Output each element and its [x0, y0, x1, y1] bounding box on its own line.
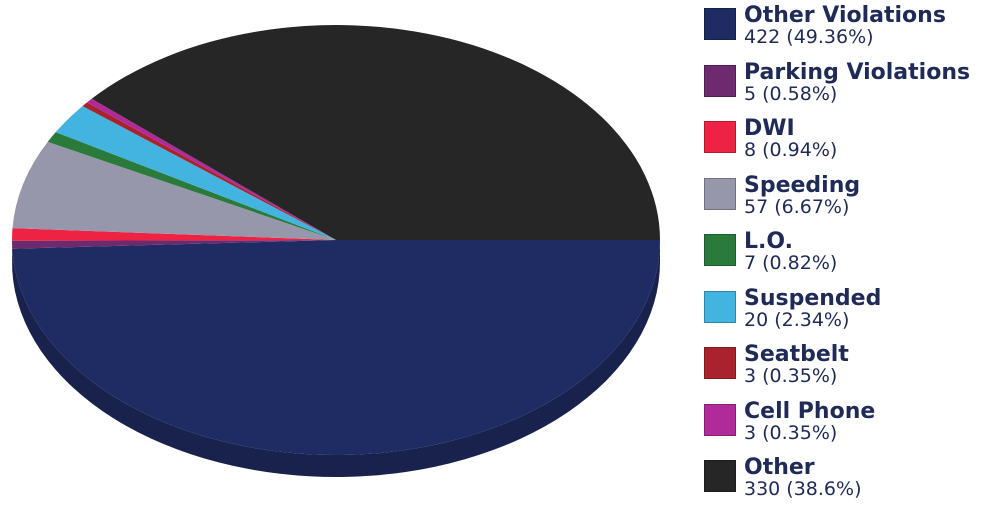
- legend-value: 330 (38.6%): [744, 478, 862, 500]
- legend-swatch: [704, 290, 736, 323]
- legend-label: Suspended: [744, 285, 882, 311]
- pie-slice-cell-phone[interactable]: [87, 98, 336, 241]
- legend-item-suspended[interactable]: Suspended 20 (2.34%): [704, 285, 994, 344]
- legend-value: 57 (6.67%): [744, 195, 850, 218]
- legend-item-parking-violations[interactable]: Parking Violations 5 (0.58%): [704, 59, 994, 118]
- legend-item-other-violations[interactable]: Other Violations 422 (49.36%): [704, 4, 994, 61]
- legend-swatch: [704, 460, 736, 492]
- pie-chart: [11, 24, 661, 478]
- legend-label: Other: [744, 455, 815, 480]
- pie-slice-seatbelt[interactable]: [82, 102, 336, 240]
- legend: Other Violations 422 (49.36%) Parking Viol…: [704, 4, 994, 513]
- legend-label: Cell Phone: [744, 398, 876, 424]
- legend-item-speeding[interactable]: Speeding 57 (6.67%): [704, 172, 994, 231]
- pie-slice-l-o[interactable]: [47, 132, 336, 240]
- pie-slice-other[interactable]: [91, 24, 661, 240]
- legend-value: 5 (0.58%): [744, 82, 838, 105]
- legend-swatch: [704, 121, 736, 153]
- legend-value: 7 (0.82%): [744, 252, 838, 274]
- legend-label: Seatbelt: [744, 342, 849, 367]
- pie-side-wall: [12, 240, 661, 478]
- legend-label: L.O.: [744, 229, 793, 254]
- legend-label: DWI: [744, 116, 795, 141]
- legend-label: Other Violations: [744, 3, 946, 28]
- legend-swatch: [704, 234, 736, 266]
- legend-swatch: [704, 403, 736, 436]
- legend-item-dwi[interactable]: DWI 8 (0.94%): [704, 117, 994, 174]
- legend-item-cell-phone[interactable]: Cell Phone 3 (0.35%): [704, 398, 994, 457]
- pie-slice-other-violations[interactable]: [12, 240, 661, 456]
- legend-swatch: [704, 347, 736, 379]
- legend-value: 3 (0.35%): [744, 365, 838, 387]
- legend-item-other[interactable]: Other 330 (38.6%): [704, 456, 994, 513]
- pie-slice-speeding[interactable]: [12, 141, 337, 240]
- legend-swatch: [704, 64, 736, 97]
- pie-slice-parking-violations[interactable]: [12, 240, 336, 249]
- legend-value: 422 (49.36%): [744, 26, 874, 48]
- legend-item-l-o[interactable]: L.O. 7 (0.82%): [704, 230, 994, 287]
- legend-swatch: [704, 8, 736, 40]
- legend-value: 3 (0.35%): [744, 421, 838, 444]
- legend-value: 20 (2.34%): [744, 308, 850, 331]
- pie-slice-dwi[interactable]: [11, 228, 336, 241]
- legend-label: Parking Violations: [744, 59, 971, 85]
- legend-value: 8 (0.94%): [744, 139, 838, 161]
- legend-swatch: [704, 177, 736, 210]
- legend-label: Speeding: [744, 172, 861, 198]
- pie-slice-suspended[interactable]: [55, 106, 336, 240]
- legend-item-seatbelt[interactable]: Seatbelt 3 (0.35%): [704, 343, 994, 400]
